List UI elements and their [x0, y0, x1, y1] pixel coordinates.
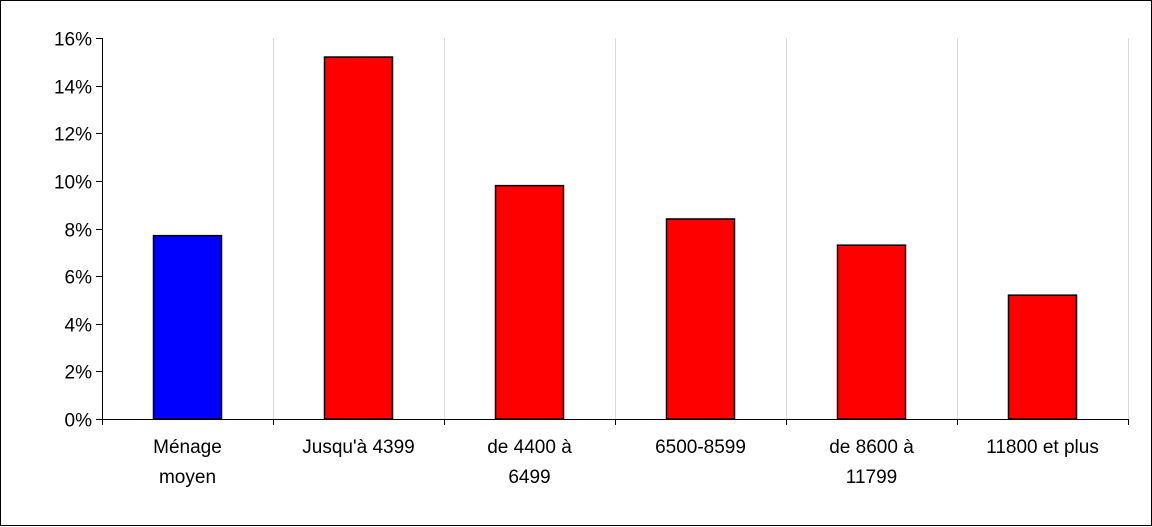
x-tick-label-line: de 4400 à [487, 437, 572, 458]
y-tick-label: 14% [54, 78, 92, 99]
bar [836, 244, 907, 420]
y-tick-labels: 0% 2% 4% 6% 8% 10% 12% 14% 16% [54, 30, 92, 432]
bars [152, 56, 1078, 420]
x-tick-label-line: 6500-8599 [655, 437, 746, 458]
x-tick-label-line: 11800 et plus [986, 437, 1099, 458]
bar [665, 218, 736, 420]
x-tick-label-line: Jusqu'à 4399 [302, 437, 414, 458]
x-tick-label-line: 11799 [846, 467, 897, 488]
bar [494, 184, 565, 420]
y-tick-label: 2% [65, 363, 93, 384]
y-tick-label: 0% [65, 411, 93, 432]
x-tick-label: 6500-8599 [655, 437, 746, 458]
x-tick-label-line: 6499 [508, 467, 550, 488]
x-tick-label: de 4400 à 6499 [487, 437, 572, 488]
grid-lines [273, 38, 1129, 419]
x-tick-label-line: de 8600 à [829, 437, 914, 458]
x-tick-label-line: moyen [159, 467, 216, 488]
x-tick-label: 11800 et plus [986, 437, 1099, 458]
x-tick-label: Ménage moyen [153, 437, 222, 488]
y-tick-label: 8% [65, 221, 93, 242]
x-tick-label: Jusqu'à 4399 [302, 437, 414, 458]
y-tick-label: 16% [54, 30, 92, 51]
bar [152, 234, 223, 420]
bar [323, 56, 394, 420]
y-tick-label: 4% [65, 316, 93, 337]
y-tick-label: 10% [54, 173, 92, 194]
bar [1007, 294, 1078, 420]
axes [96, 38, 1129, 425]
x-tick-label: de 8600 à 11799 [829, 437, 914, 488]
x-tick-labels: Ménage moyen Jusqu'à 4399 de 4400 à 6499 6500… [153, 437, 1099, 488]
x-tick-label-line: Ménage [153, 437, 222, 458]
y-tick-label: 12% [54, 125, 92, 146]
y-tick-label: 6% [65, 268, 93, 289]
